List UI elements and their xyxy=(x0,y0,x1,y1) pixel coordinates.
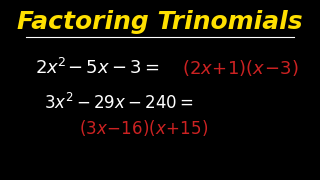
Text: $(3x\!-\!16)(x\!+\!15)$: $(3x\!-\!16)(x\!+\!15)$ xyxy=(79,118,208,138)
Text: $(2x\!+\!1)(x\!-\!3)$: $(2x\!+\!1)(x\!-\!3)$ xyxy=(182,58,299,78)
Text: $3x^2-29x-240=$: $3x^2-29x-240=$ xyxy=(44,93,193,113)
Text: Factoring Trinomials: Factoring Trinomials xyxy=(17,10,303,34)
Text: $2x^2\!-5x-3=$: $2x^2\!-5x-3=$ xyxy=(35,58,160,78)
